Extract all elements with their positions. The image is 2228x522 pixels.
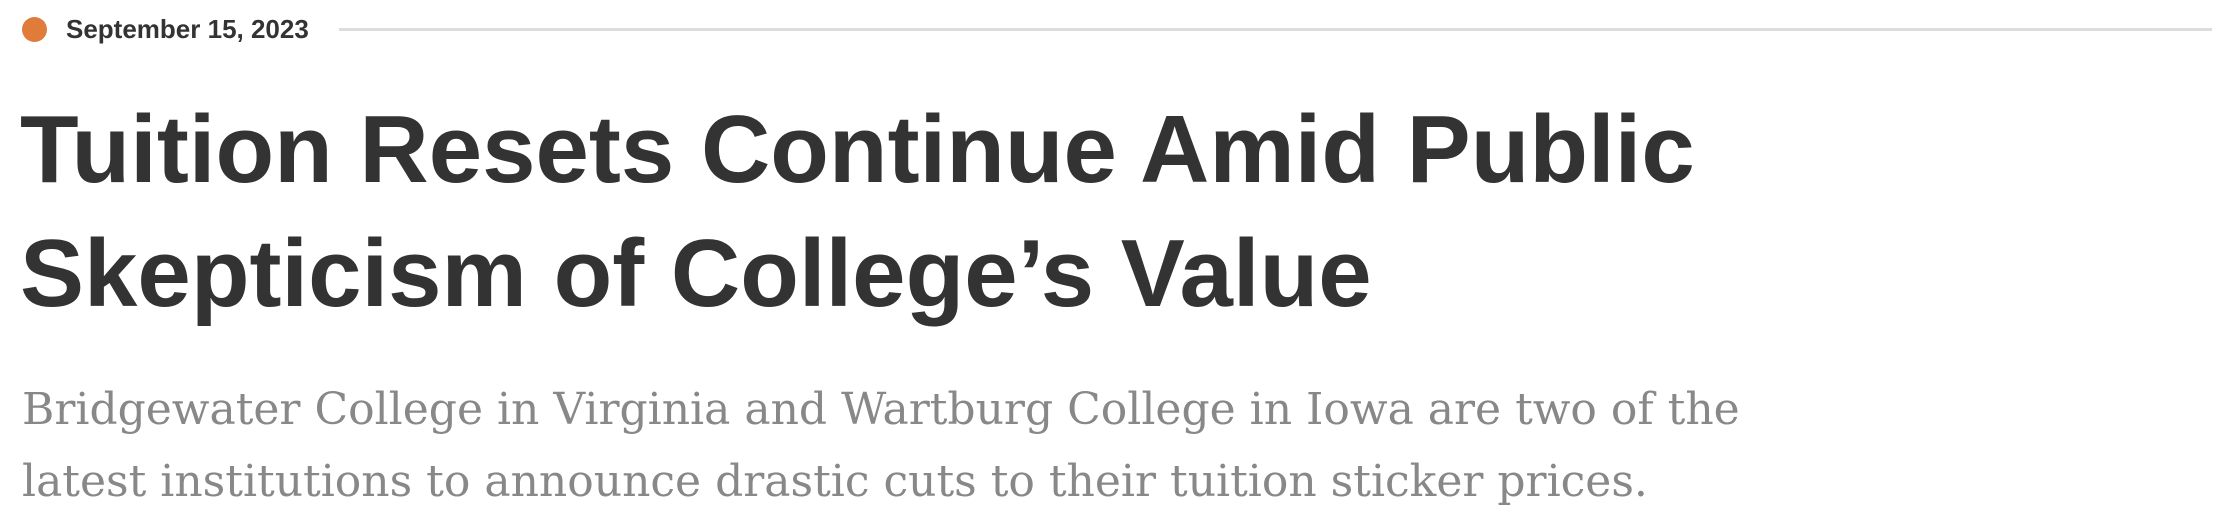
divider-rule: [338, 27, 2212, 31]
article-dateline: September 15, 2023: [22, 12, 2212, 46]
category-dot-icon: [22, 16, 47, 42]
article-headline: Tuition Resets Continue Amid Public Skep…: [20, 96, 1695, 327]
publish-date: September 15, 2023: [66, 13, 309, 44]
article-dek: Bridgewater College in Virginia and Wart…: [22, 384, 1740, 507]
